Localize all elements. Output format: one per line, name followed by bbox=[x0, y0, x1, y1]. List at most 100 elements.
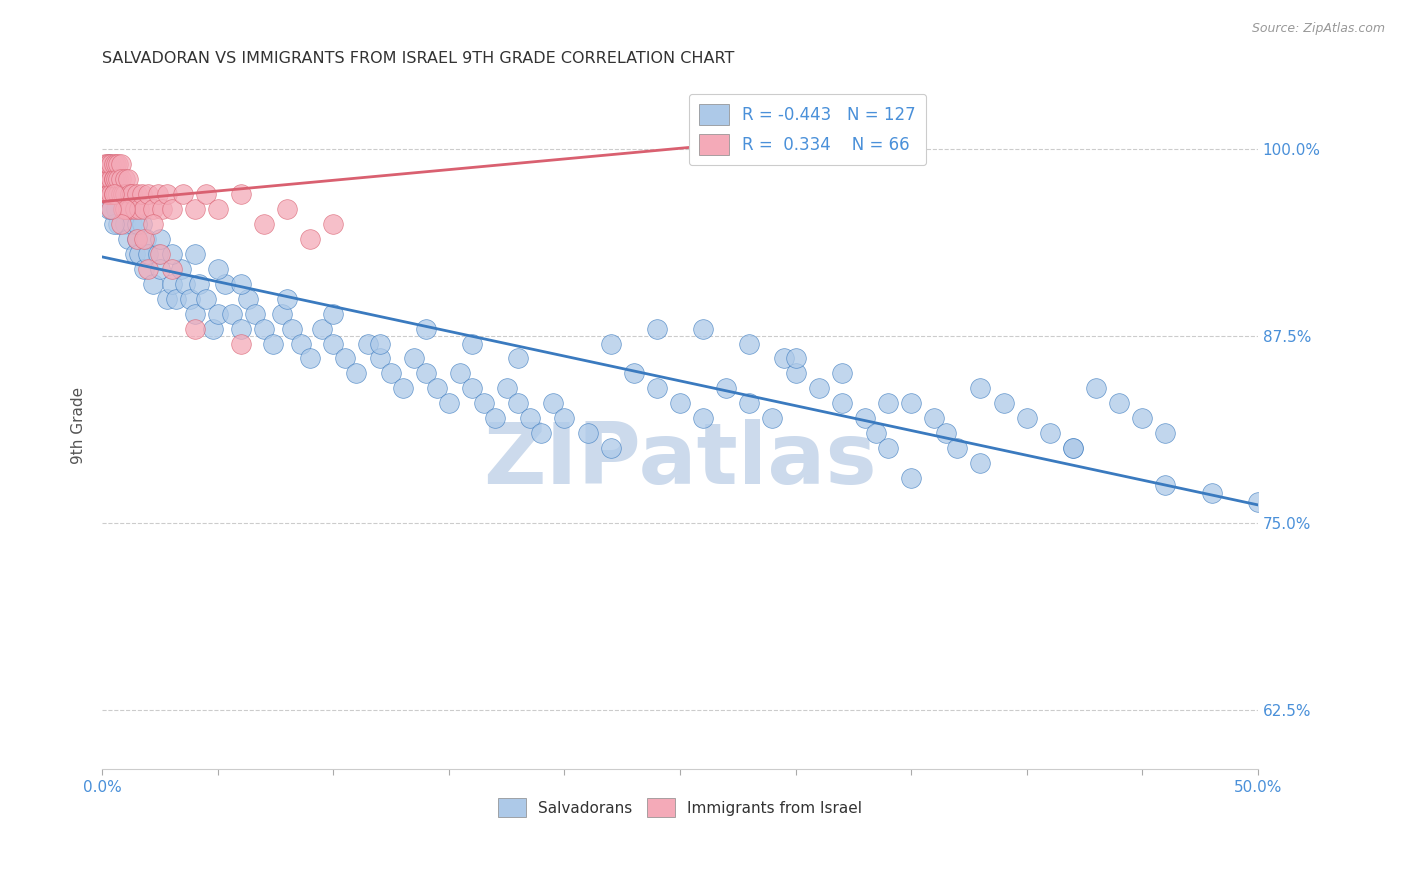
Point bbox=[461, 336, 484, 351]
Point bbox=[125, 217, 148, 231]
Point bbox=[114, 202, 136, 216]
Point bbox=[877, 441, 900, 455]
Point bbox=[368, 336, 391, 351]
Point bbox=[98, 172, 121, 186]
Point bbox=[118, 202, 141, 216]
Point bbox=[1085, 381, 1108, 395]
Point bbox=[214, 277, 236, 291]
Point bbox=[415, 367, 437, 381]
Point bbox=[1062, 441, 1084, 455]
Point bbox=[132, 202, 155, 216]
Point bbox=[1015, 411, 1038, 425]
Point bbox=[969, 381, 991, 395]
Point bbox=[253, 217, 276, 231]
Point bbox=[105, 172, 128, 186]
Point bbox=[645, 381, 668, 395]
Point bbox=[865, 426, 887, 441]
Point bbox=[519, 411, 541, 425]
Point bbox=[900, 471, 922, 485]
Point bbox=[576, 426, 599, 441]
Point bbox=[346, 367, 368, 381]
Point bbox=[993, 396, 1015, 410]
Point bbox=[183, 321, 205, 335]
Point bbox=[93, 157, 115, 171]
Point bbox=[110, 187, 132, 202]
Point bbox=[98, 157, 121, 171]
Point bbox=[229, 187, 252, 202]
Point bbox=[773, 351, 796, 366]
Point bbox=[107, 157, 129, 171]
Point bbox=[96, 157, 118, 171]
Point bbox=[124, 202, 146, 216]
Point bbox=[149, 261, 172, 276]
Point bbox=[229, 336, 252, 351]
Point bbox=[110, 157, 132, 171]
Point bbox=[922, 411, 945, 425]
Point bbox=[160, 202, 183, 216]
Point bbox=[785, 367, 807, 381]
Point bbox=[404, 351, 426, 366]
Point bbox=[170, 261, 193, 276]
Point bbox=[183, 247, 205, 261]
Point bbox=[935, 426, 957, 441]
Point bbox=[183, 202, 205, 216]
Point bbox=[98, 157, 121, 171]
Point bbox=[111, 202, 134, 216]
Point bbox=[96, 187, 118, 202]
Point bbox=[831, 396, 853, 410]
Point bbox=[96, 172, 118, 186]
Point bbox=[179, 292, 201, 306]
Point bbox=[692, 411, 714, 425]
Point bbox=[118, 187, 141, 202]
Text: SALVADORAN VS IMMIGRANTS FROM ISRAEL 9TH GRADE CORRELATION CHART: SALVADORAN VS IMMIGRANTS FROM ISRAEL 9TH… bbox=[103, 51, 734, 66]
Point bbox=[368, 351, 391, 366]
Point bbox=[98, 187, 121, 202]
Text: Source: ZipAtlas.com: Source: ZipAtlas.com bbox=[1251, 22, 1385, 36]
Point bbox=[553, 411, 575, 425]
Point bbox=[103, 187, 125, 202]
Point bbox=[299, 351, 322, 366]
Point bbox=[105, 172, 128, 186]
Point bbox=[103, 157, 125, 171]
Point bbox=[1062, 441, 1084, 455]
Point bbox=[645, 321, 668, 335]
Point bbox=[229, 277, 252, 291]
Point bbox=[1108, 396, 1130, 410]
Point bbox=[172, 187, 194, 202]
Point bbox=[449, 367, 471, 381]
Point bbox=[1130, 411, 1153, 425]
Point bbox=[132, 261, 155, 276]
Legend: Salvadorans, Immigrants from Israel: Salvadorans, Immigrants from Israel bbox=[492, 792, 868, 823]
Point bbox=[276, 202, 298, 216]
Point bbox=[142, 277, 165, 291]
Point bbox=[105, 202, 128, 216]
Point bbox=[669, 396, 692, 410]
Point bbox=[100, 202, 122, 216]
Point bbox=[93, 172, 115, 186]
Point bbox=[599, 441, 621, 455]
Point bbox=[100, 157, 122, 171]
Point bbox=[391, 381, 413, 395]
Point bbox=[107, 217, 129, 231]
Point bbox=[716, 381, 738, 395]
Point bbox=[103, 172, 125, 186]
Point bbox=[426, 381, 449, 395]
Point bbox=[156, 187, 179, 202]
Point bbox=[128, 247, 150, 261]
Point bbox=[437, 396, 460, 410]
Point bbox=[138, 247, 160, 261]
Point bbox=[142, 202, 165, 216]
Point bbox=[333, 351, 356, 366]
Point bbox=[111, 202, 134, 216]
Point bbox=[495, 381, 517, 395]
Point bbox=[107, 172, 129, 186]
Point bbox=[96, 187, 118, 202]
Point bbox=[299, 232, 322, 246]
Point bbox=[98, 202, 121, 216]
Point bbox=[472, 396, 495, 410]
Point bbox=[117, 172, 139, 186]
Point bbox=[195, 292, 218, 306]
Text: ZIPatlas: ZIPatlas bbox=[484, 418, 877, 501]
Point bbox=[243, 307, 266, 321]
Point bbox=[114, 172, 136, 186]
